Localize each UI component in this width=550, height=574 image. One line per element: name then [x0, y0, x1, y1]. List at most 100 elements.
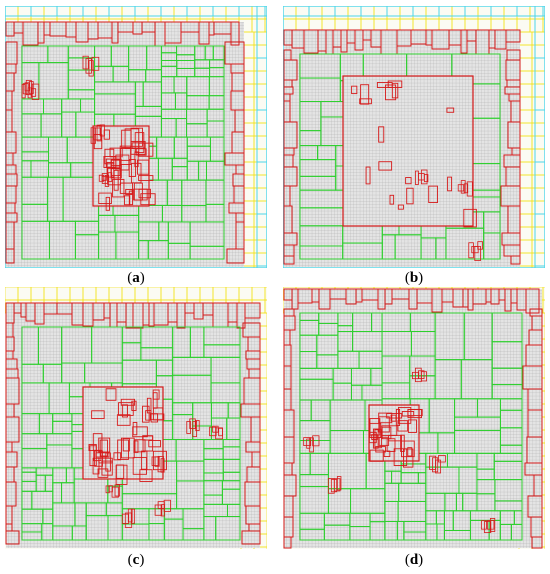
red-block — [152, 450, 167, 471]
red-block — [283, 536, 292, 549]
red-block — [132, 421, 138, 436]
red-block — [407, 419, 417, 433]
red-block — [359, 98, 372, 105]
green-block — [215, 516, 241, 541]
red-block — [116, 414, 131, 426]
red-block — [369, 422, 382, 438]
red-block — [510, 255, 521, 265]
red-block — [336, 476, 342, 491]
red-block — [378, 416, 390, 433]
red-block — [99, 439, 108, 457]
red-block — [477, 241, 483, 250]
mesh-partition-diagram-b — [283, 6, 545, 268]
red-block — [368, 431, 377, 444]
red-block — [447, 176, 453, 192]
red-block — [531, 536, 543, 549]
red-block — [91, 410, 105, 420]
outer-cell — [542, 299, 545, 314]
red-block — [132, 457, 147, 475]
outer-cell — [542, 287, 545, 301]
outer-cell — [264, 299, 267, 314]
red-block — [130, 508, 136, 524]
red-block — [106, 162, 115, 178]
red-block — [98, 192, 112, 204]
red-block — [525, 288, 540, 314]
red-block — [385, 84, 397, 101]
mesh-partition-diagram-d — [283, 287, 545, 549]
outer-cyan-cell — [534, 265, 545, 268]
red-block — [397, 204, 404, 210]
red-block — [101, 460, 113, 476]
red-block — [131, 400, 137, 411]
red-block — [435, 459, 442, 474]
red-block — [378, 161, 393, 171]
red-block — [27, 87, 33, 99]
red-block — [303, 437, 312, 446]
outer-cyan-cell — [256, 265, 267, 268]
red-block — [93, 134, 103, 150]
red-block — [230, 21, 240, 46]
red-block — [369, 449, 384, 462]
red-block — [5, 248, 15, 264]
caption-a: (a) — [127, 270, 145, 286]
red-block — [463, 183, 469, 194]
outer-cell — [518, 265, 533, 268]
red-block — [309, 437, 314, 453]
red-block — [407, 409, 423, 417]
red-block — [142, 435, 154, 452]
red-block — [152, 392, 158, 409]
red-block — [393, 448, 408, 466]
red-block — [121, 404, 128, 418]
red-block — [98, 437, 111, 453]
red-block — [375, 446, 386, 453]
red-block — [103, 156, 117, 168]
red-block — [114, 484, 120, 497]
red-block — [127, 508, 133, 523]
red-block — [466, 181, 473, 197]
red-block — [31, 83, 40, 100]
red-block — [468, 242, 474, 259]
red-block — [115, 464, 125, 479]
red-block — [5, 530, 20, 545]
red-block — [407, 447, 413, 457]
red-block — [135, 148, 147, 156]
red-block — [505, 29, 521, 43]
outer-cell — [264, 18, 267, 33]
red-block — [365, 166, 371, 185]
red-block — [139, 469, 153, 482]
red-block — [97, 468, 109, 478]
red-block — [122, 438, 130, 452]
red-block — [386, 438, 396, 452]
red-block — [163, 499, 171, 512]
red-block — [351, 85, 358, 95]
red-block — [192, 420, 197, 438]
red-block — [186, 421, 191, 434]
red-block — [391, 82, 399, 99]
red-block — [99, 124, 105, 137]
red-block — [389, 194, 395, 205]
red-block — [428, 185, 438, 203]
red-block — [119, 182, 133, 194]
red-block — [142, 405, 150, 423]
red-block — [463, 208, 477, 228]
red-block — [25, 79, 32, 95]
red-block — [91, 56, 100, 71]
green-block — [510, 523, 523, 541]
red-block — [124, 128, 140, 150]
red-block — [480, 520, 487, 530]
red-block — [378, 436, 390, 446]
red-block — [132, 426, 148, 438]
red-block — [145, 410, 152, 421]
red-block — [405, 177, 412, 185]
red-block — [138, 142, 154, 157]
outer-cyan-cell — [542, 6, 545, 17]
red-block — [107, 172, 113, 182]
red-block — [421, 371, 427, 382]
outer-cell — [253, 546, 267, 549]
red-block — [160, 458, 165, 473]
red-block — [378, 126, 385, 143]
red-block — [118, 402, 134, 416]
caption-b: (b) — [404, 270, 424, 286]
red-block — [148, 440, 161, 448]
panel-b — [283, 6, 545, 268]
